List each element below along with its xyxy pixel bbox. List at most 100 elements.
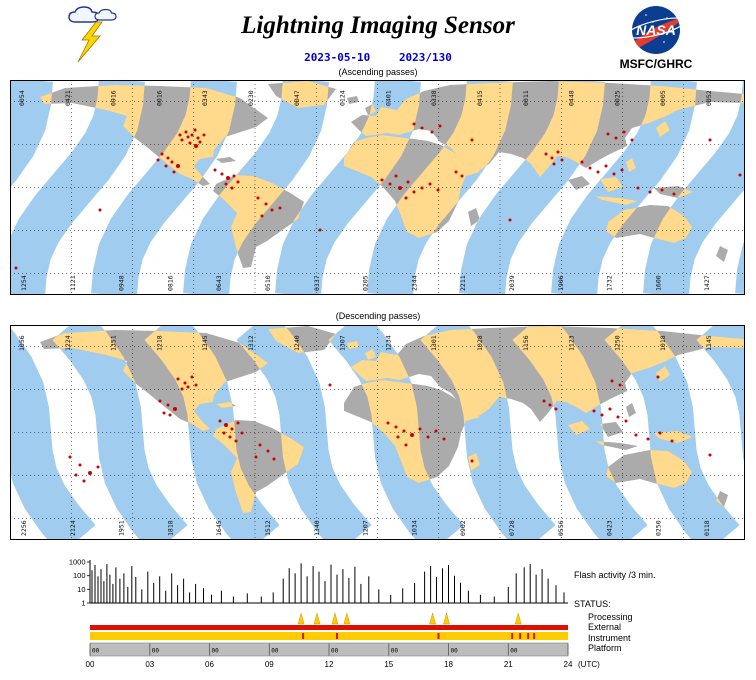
svg-text:00: 00 xyxy=(331,648,339,655)
svg-text:(UTC): (UTC) xyxy=(578,660,600,669)
svg-text:18: 18 xyxy=(444,660,453,669)
orbit-labels: 1056 1224 1351 1218 1345 1312 1240 1307 1234 1301… xyxy=(18,335,713,536)
svg-text:0230: 0230 xyxy=(247,90,255,106)
svg-text:0415: 0415 xyxy=(476,90,484,106)
processing-status-marks xyxy=(297,612,522,625)
svg-text:1056: 1056 xyxy=(18,335,26,351)
flash-plot-axes xyxy=(89,560,568,604)
svg-text:0337: 0337 xyxy=(313,275,321,291)
svg-text:1351: 1351 xyxy=(110,335,118,351)
svg-text:0124: 0124 xyxy=(339,90,347,106)
svg-text:0902: 0902 xyxy=(459,520,467,536)
svg-text:0948: 0948 xyxy=(118,275,126,291)
org-label: MSFC/GHRC xyxy=(619,57,693,71)
svg-text:0401: 0401 xyxy=(384,90,392,106)
svg-text:06: 06 xyxy=(205,660,214,669)
svg-text:1000: 1000 xyxy=(69,558,86,567)
svg-text:10: 10 xyxy=(77,585,85,594)
svg-text:03: 03 xyxy=(145,660,154,669)
descending-passes-map: 1056 1224 1351 1218 1345 1312 1240 1307 1234 1301… xyxy=(10,325,745,540)
svg-text:00: 00 xyxy=(86,660,95,669)
svg-text:1207: 1207 xyxy=(362,520,370,536)
svg-text:00: 00 xyxy=(152,648,160,655)
svg-text:0816: 0816 xyxy=(166,275,174,291)
svg-text:1145: 1145 xyxy=(705,335,713,351)
map-border xyxy=(10,80,745,295)
nasa-wordmark: NASA xyxy=(636,22,676,38)
svg-text:1121: 1121 xyxy=(69,275,77,291)
svg-text:0250: 0250 xyxy=(654,520,662,536)
descending-passes-label: (Descending passes) xyxy=(335,311,421,321)
svg-text:1906: 1906 xyxy=(557,275,565,291)
svg-text:24: 24 xyxy=(564,660,573,669)
flash-activity-label: Flash activity /3 min. xyxy=(574,570,656,580)
svg-text:1818: 1818 xyxy=(166,520,174,536)
svg-text:0448: 0448 xyxy=(568,90,576,106)
date-doy: 2023/130 xyxy=(398,51,452,64)
cloud-shape-small xyxy=(94,8,117,21)
svg-text:1018: 1018 xyxy=(659,335,667,351)
svg-text:12: 12 xyxy=(325,660,334,669)
svg-text:15: 15 xyxy=(384,660,393,669)
svg-text:1034: 1034 xyxy=(410,520,418,536)
svg-text:1512: 1512 xyxy=(264,520,272,536)
svg-text:00: 00 xyxy=(510,648,518,655)
svg-text:1240: 1240 xyxy=(293,335,301,351)
svg-text:0338: 0338 xyxy=(430,90,438,106)
svg-text:1345: 1345 xyxy=(201,335,209,351)
svg-text:1645: 1645 xyxy=(215,520,223,536)
date-row: 2023-05-10 2023/130 xyxy=(0,51,756,64)
svg-text:0047: 0047 xyxy=(293,90,301,106)
svg-text:00: 00 xyxy=(391,648,399,655)
svg-text:100: 100 xyxy=(73,571,86,580)
orbit-labels: 0054 0421 0916 0016 0343 0230 0047 0124 0401 0338… xyxy=(18,90,713,291)
svg-text:0423: 0423 xyxy=(606,520,614,536)
svg-text:2344: 2344 xyxy=(410,275,418,291)
svg-text:0510: 0510 xyxy=(264,275,272,291)
svg-text:2211: 2211 xyxy=(459,275,467,291)
svg-text:1123: 1123 xyxy=(568,335,576,351)
svg-text:1307: 1307 xyxy=(339,335,347,351)
svg-text:0016: 0016 xyxy=(155,90,163,106)
svg-text:1951: 1951 xyxy=(118,520,126,536)
svg-text:0343: 0343 xyxy=(201,90,209,106)
nasa-logo: NASA xyxy=(626,6,686,54)
nasa-red-chevron xyxy=(632,16,680,48)
y-tick-labels: 1000 100 10 1 xyxy=(69,558,90,608)
svg-text:0054: 0054 xyxy=(18,90,26,106)
svg-text:0025: 0025 xyxy=(613,90,621,106)
svg-text:21: 21 xyxy=(504,660,513,669)
svg-text:2256: 2256 xyxy=(20,520,28,536)
svg-text:1732: 1732 xyxy=(606,275,614,291)
svg-text:1224: 1224 xyxy=(64,335,72,351)
instrument-status-marks xyxy=(302,633,536,639)
svg-text:0728: 0728 xyxy=(508,520,516,536)
svg-text:1254: 1254 xyxy=(20,275,28,291)
svg-text:0556: 0556 xyxy=(557,520,565,536)
lightning-flash-dots xyxy=(68,375,712,483)
svg-text:00: 00 xyxy=(271,648,279,655)
map-border xyxy=(10,325,745,540)
graticule xyxy=(10,80,745,295)
nasa-orbit-ellipse xyxy=(626,17,686,39)
svg-text:1156: 1156 xyxy=(522,335,530,351)
instrument-status-bar xyxy=(90,632,568,640)
platform-ticks: 00 00 00 00 00 00 00 00 xyxy=(89,643,569,656)
svg-text:1600: 1600 xyxy=(654,275,662,291)
svg-text:00: 00 xyxy=(451,648,459,655)
svg-text:1028: 1028 xyxy=(476,335,484,351)
x-tick-labels: 00 03 06 09 12 15 18 21 24 (UTC) xyxy=(86,660,601,669)
status-row-external: External xyxy=(588,622,622,632)
svg-text:2124: 2124 xyxy=(69,520,77,536)
status-row-instrument: Instrument xyxy=(588,633,631,643)
svg-text:2039: 2039 xyxy=(508,275,516,291)
external-status-bar xyxy=(90,625,568,630)
svg-text:1427: 1427 xyxy=(703,275,711,291)
svg-text:0643: 0643 xyxy=(215,275,223,291)
graticule xyxy=(10,325,745,540)
ascending-passes-label: (Ascending passes) xyxy=(338,67,418,77)
lightning-bolt xyxy=(77,21,103,63)
svg-text:1312: 1312 xyxy=(247,335,255,351)
